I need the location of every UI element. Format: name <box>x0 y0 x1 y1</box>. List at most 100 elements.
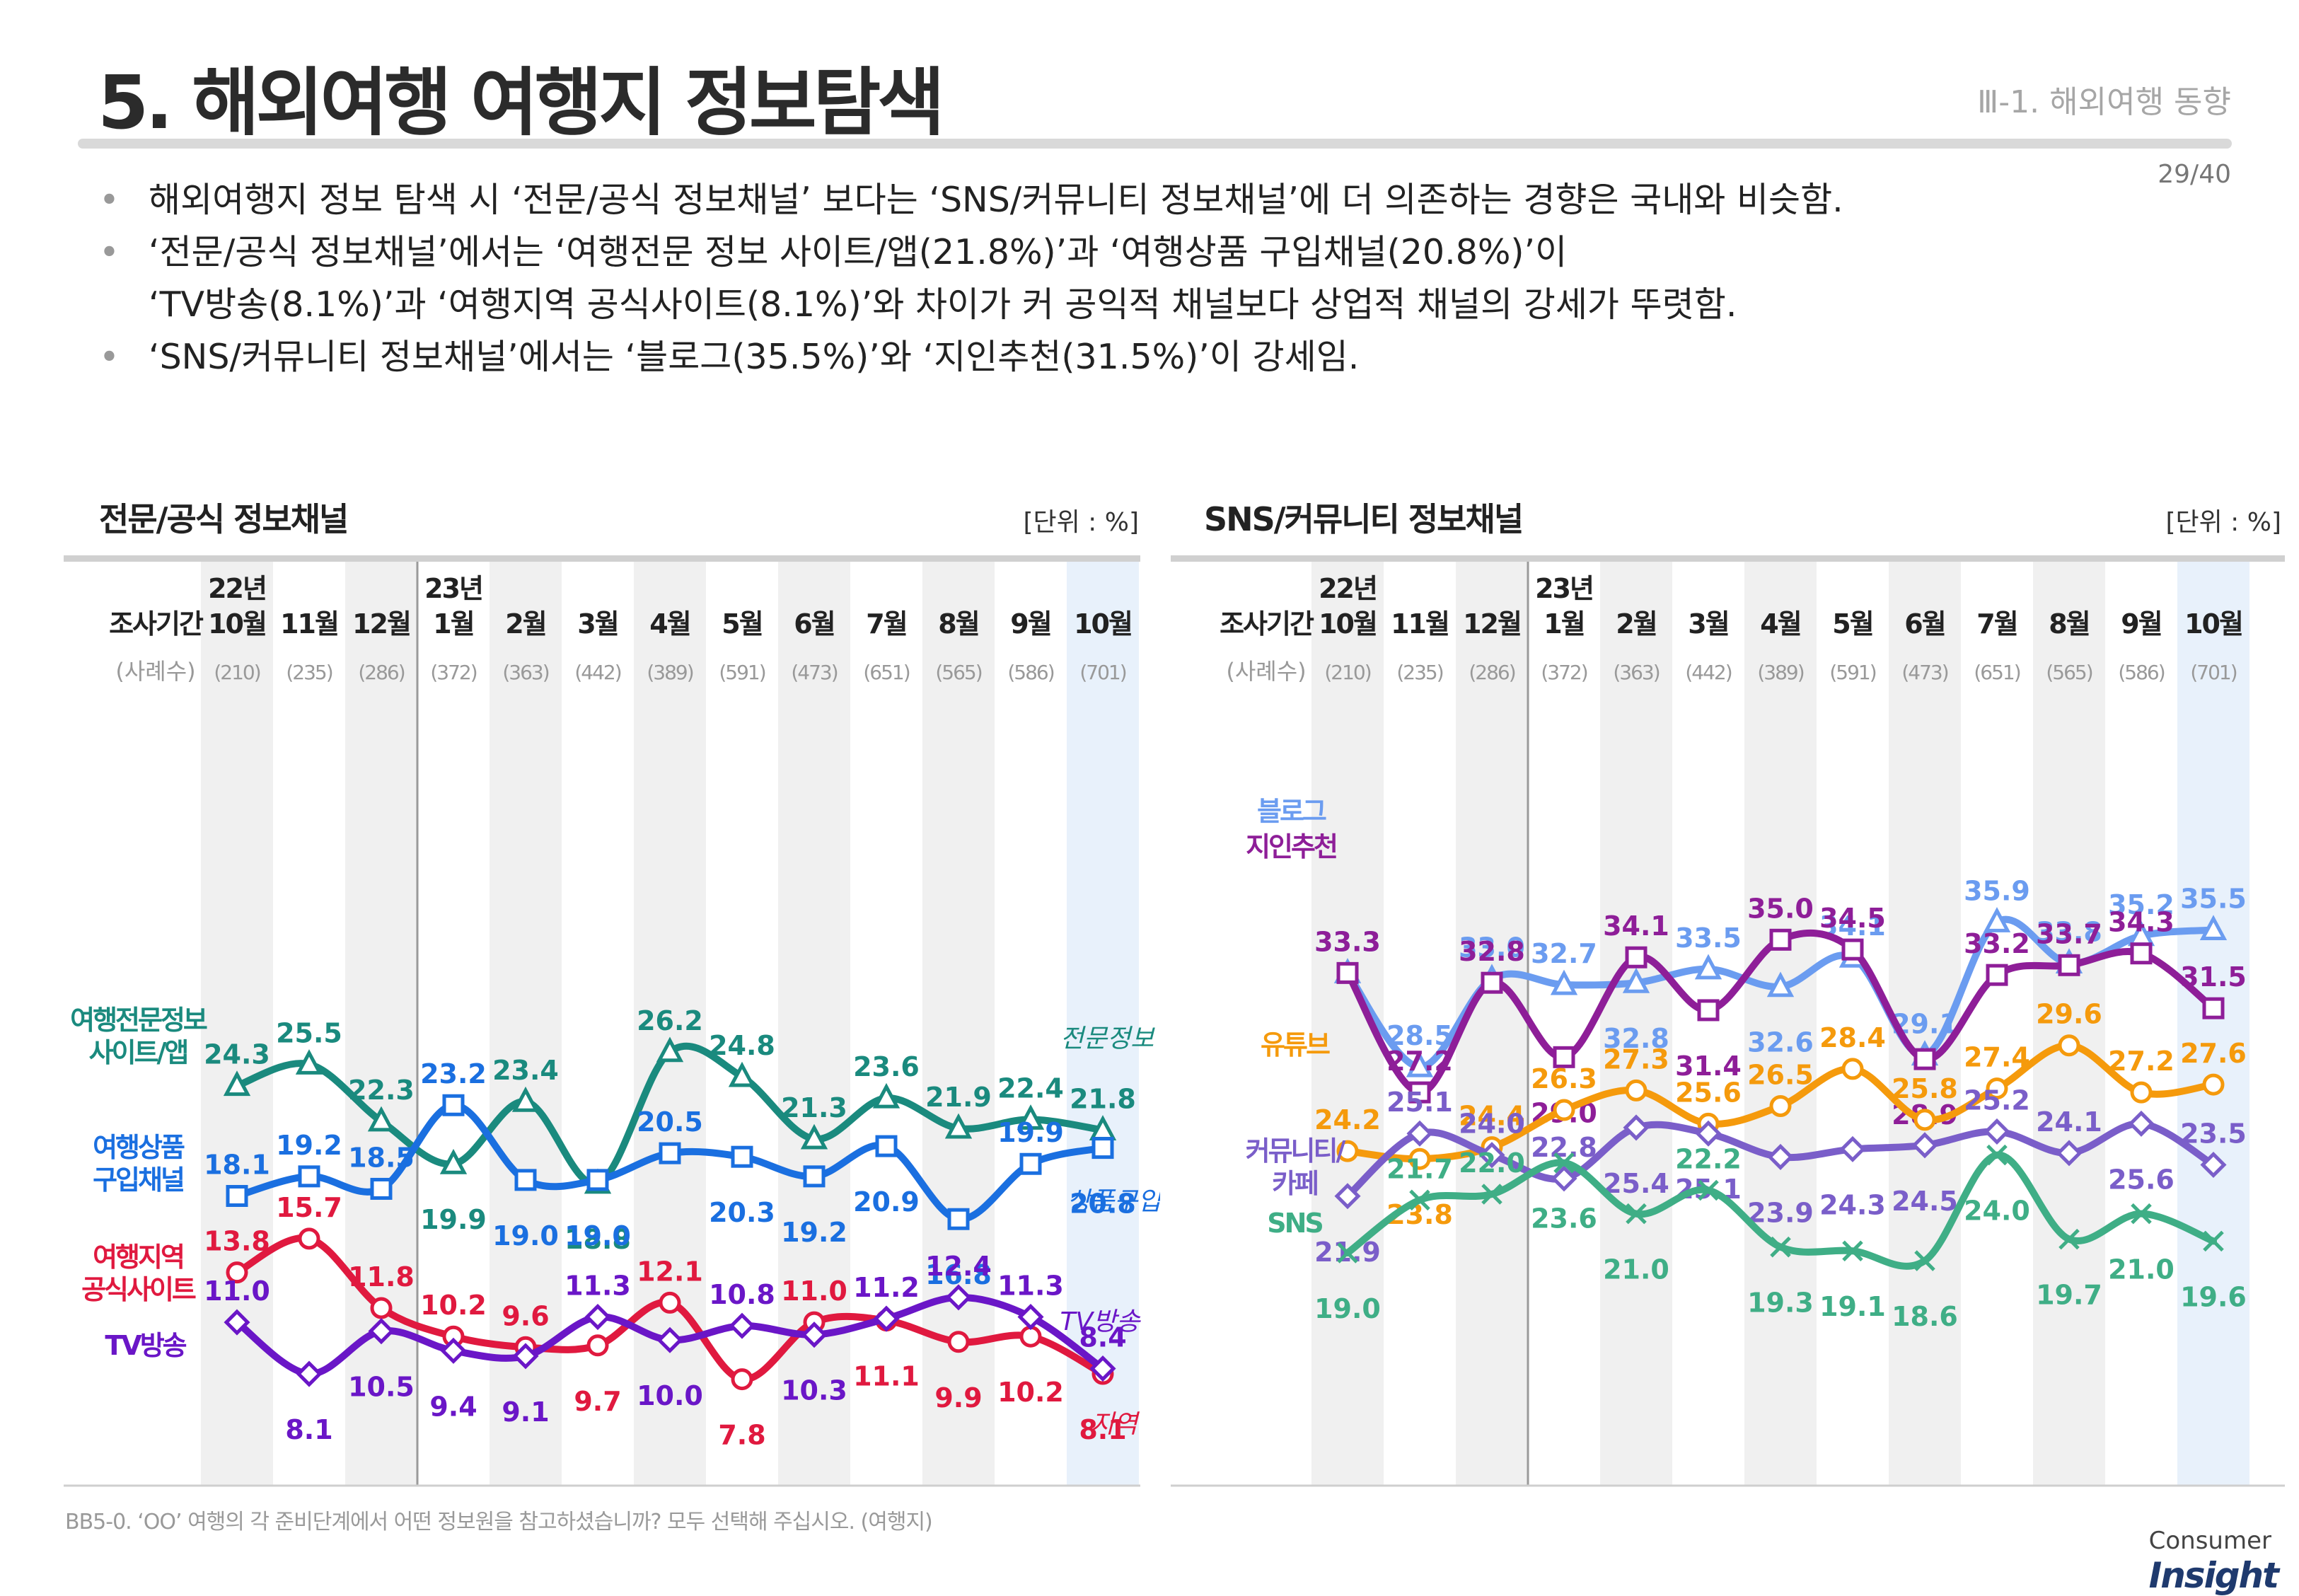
data-label: 33.3 <box>1314 926 1381 957</box>
series-marker <box>873 1305 900 1332</box>
month-label: 8월 <box>2049 608 2089 640</box>
sample-size-label: (372) <box>430 661 476 684</box>
series-marker <box>2058 954 2080 976</box>
legend-label: 여행상품 <box>93 1132 185 1163</box>
series-marker <box>370 1177 393 1200</box>
series-marker <box>586 1169 609 1191</box>
legend-label: 지인추천 <box>1246 831 1336 862</box>
series-marker <box>1914 1250 1935 1271</box>
marker-x-stroke <box>1842 1240 1863 1262</box>
data-label: 24.1 <box>2036 1106 2102 1138</box>
data-label: 19.9 <box>997 1117 1064 1148</box>
legend-label: 사이트/앱 <box>89 1037 187 1068</box>
series-marker <box>1769 928 1792 951</box>
data-label: 32.8 <box>1459 936 1525 967</box>
legend-label: 블로그 <box>1257 796 1326 827</box>
month-label: 2월 <box>1616 608 1656 640</box>
data-label: 8.4 <box>1079 1322 1126 1353</box>
sample-size-label: (363) <box>502 661 548 684</box>
column-band <box>2033 562 2105 1486</box>
data-label: 21.0 <box>1603 1254 1669 1285</box>
series-marker <box>875 1135 898 1157</box>
series-marker <box>1553 1099 1575 1121</box>
series-marker <box>945 1284 972 1311</box>
logo-top-text: Consumer <box>2148 1527 2271 1555</box>
data-label: 10.3 <box>781 1375 847 1406</box>
page-title: 5. 해외여행 여행지 정보탐색 <box>98 59 945 146</box>
data-label: 32.6 <box>1747 1027 1814 1058</box>
series-marker <box>439 1148 468 1174</box>
series-marker <box>1406 1120 1433 1147</box>
sample-size-label: (701) <box>2190 661 2236 684</box>
year-label: 23년 <box>1535 573 1593 604</box>
data-label: 18.5 <box>348 1142 415 1173</box>
month-label: 1월 <box>433 608 473 640</box>
series-marker <box>1623 1114 1650 1141</box>
sample-size-label: (565) <box>2046 661 2092 684</box>
series-marker <box>1913 1109 1936 1131</box>
data-label: 33.0 <box>1459 932 1525 964</box>
series-marker <box>223 1070 251 1097</box>
sample-size-label: (235) <box>286 661 332 684</box>
data-label: 29.6 <box>2036 999 2102 1030</box>
consumer-insight-logo: Consumer Insight <box>2148 1527 2279 1596</box>
series-marker <box>944 1113 973 1139</box>
data-label: 26.5 <box>1747 1060 1814 1091</box>
data-label: 31.5 <box>2180 961 2247 993</box>
series-marker <box>1983 907 2011 932</box>
month-label: 4월 <box>649 608 690 640</box>
month-label: 10월 <box>208 608 266 640</box>
bullet-2-line-1: ‘전문/공식 정보채널’에서는 ‘여행전문 정보 사이트/앱(21.8%)’과 … <box>149 232 1568 272</box>
series-marker <box>295 1049 323 1075</box>
legend-label: 여행지역 <box>93 1242 183 1273</box>
data-label: 35.2 <box>2108 889 2175 920</box>
series-marker <box>1770 1236 1791 1258</box>
series-marker <box>1408 1081 1431 1104</box>
data-label: 20.5 <box>637 1106 703 1138</box>
marker-x-stroke <box>1626 1203 1647 1225</box>
marker-x-stroke <box>1481 1184 1502 1205</box>
series-marker <box>1017 1304 1044 1331</box>
column-band <box>1744 562 1817 1486</box>
data-label: 22.0 <box>1459 1147 1525 1179</box>
data-label: 10.2 <box>420 1290 487 1321</box>
series-marker <box>1841 938 1864 961</box>
sample-size-label: (586) <box>1007 661 1053 684</box>
month-label: 6월 <box>794 608 834 640</box>
survey-footnote: BB5-0. ‘OO’ 여행의 각 준비단계에서 어떤 정보원을 참고하셨습니까… <box>65 1510 933 1534</box>
legend-label: TV방송 <box>105 1330 186 1361</box>
data-label: 19.9 <box>420 1204 487 1235</box>
data-label: 19.2 <box>781 1217 847 1248</box>
year-label: 23년 <box>424 573 482 604</box>
data-label: 22.2 <box>1675 1143 1742 1174</box>
data-label: 32.7 <box>1531 938 1597 969</box>
data-label: 8.1 <box>285 1414 332 1445</box>
data-label: 27.6 <box>2180 1038 2247 1069</box>
legend-label: 유튜브 <box>1261 1029 1330 1060</box>
marker-x-stroke <box>2203 1230 2224 1252</box>
sample-size-label: (473) <box>791 661 837 684</box>
data-label: 35.0 <box>1747 893 1814 924</box>
chart-title: SNS/커뮤니티 정보채널 <box>1204 500 1522 538</box>
data-label: 10.8 <box>709 1279 775 1310</box>
series-marker <box>2058 1228 2080 1250</box>
data-label: 26.2 <box>637 1005 703 1036</box>
year-label: 22년 <box>1319 573 1377 604</box>
data-label: 10.2 <box>997 1377 1064 1408</box>
month-label: 5월 <box>722 608 762 640</box>
series-marker <box>1769 1095 1792 1117</box>
series-marker <box>2130 1081 2153 1104</box>
data-label: 33.8 <box>2036 917 2102 948</box>
data-label: 21.8 <box>1070 1083 1136 1114</box>
data-label: 15.7 <box>276 1192 342 1223</box>
data-label: 24.0 <box>1459 1109 1525 1140</box>
series-marker <box>1478 1142 1505 1169</box>
series-marker <box>2130 942 2153 965</box>
data-label: 18.6 <box>1892 1301 1958 1332</box>
sample-size-label: (210) <box>214 661 260 684</box>
series-marker <box>803 1165 826 1188</box>
series-line <box>1344 930 2217 1097</box>
logo-main-text: Insight <box>2148 1555 2279 1596</box>
series-marker <box>1697 999 1720 1022</box>
data-label: 9.9 <box>934 1382 982 1413</box>
